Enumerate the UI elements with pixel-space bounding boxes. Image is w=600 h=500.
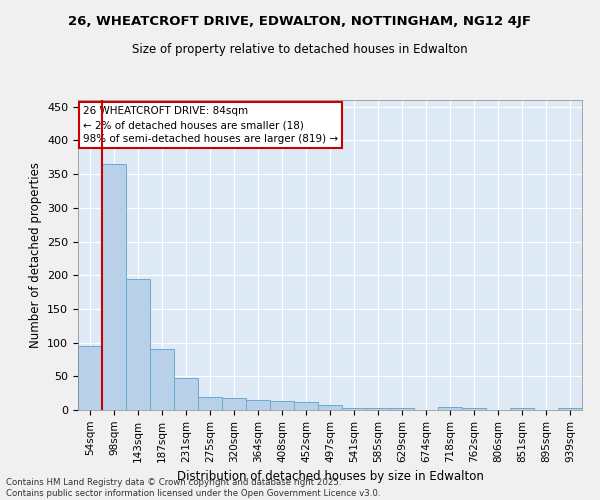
Bar <box>126 278 150 410</box>
Bar <box>294 402 318 410</box>
Bar <box>318 404 342 410</box>
Bar <box>462 408 486 410</box>
Bar <box>390 408 414 410</box>
Bar <box>366 408 390 410</box>
Bar <box>198 396 222 410</box>
Bar <box>438 408 462 410</box>
Bar <box>558 408 582 410</box>
Text: Size of property relative to detached houses in Edwalton: Size of property relative to detached ho… <box>132 42 468 56</box>
Bar <box>150 350 174 410</box>
Bar <box>510 408 534 410</box>
Bar <box>342 408 366 410</box>
Bar <box>78 346 102 410</box>
X-axis label: Distribution of detached houses by size in Edwalton: Distribution of detached houses by size … <box>176 470 484 483</box>
Bar <box>174 378 198 410</box>
Bar <box>222 398 246 410</box>
Bar <box>246 400 270 410</box>
Text: Contains HM Land Registry data © Crown copyright and database right 2025.
Contai: Contains HM Land Registry data © Crown c… <box>6 478 380 498</box>
Text: 26 WHEATCROFT DRIVE: 84sqm
← 2% of detached houses are smaller (18)
98% of semi-: 26 WHEATCROFT DRIVE: 84sqm ← 2% of detac… <box>83 106 338 144</box>
Bar <box>102 164 126 410</box>
Text: 26, WHEATCROFT DRIVE, EDWALTON, NOTTINGHAM, NG12 4JF: 26, WHEATCROFT DRIVE, EDWALTON, NOTTINGH… <box>68 15 532 28</box>
Bar <box>270 401 294 410</box>
Y-axis label: Number of detached properties: Number of detached properties <box>29 162 41 348</box>
